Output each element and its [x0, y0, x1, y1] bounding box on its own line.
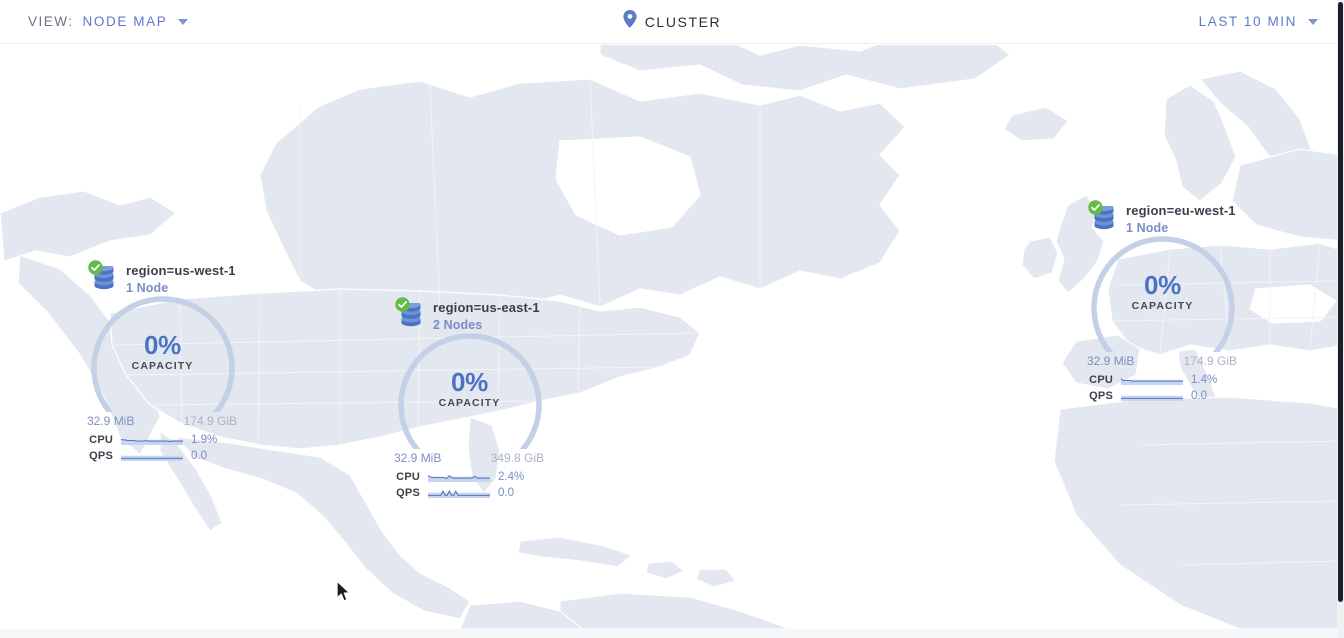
capacity-gauge-arc [90, 296, 235, 413]
metrics-list: CPU 2.4% QPS 0.0 [394, 469, 544, 501]
metric-value: 1.9% [191, 434, 218, 447]
metric-sparkline [121, 455, 183, 461]
node-status-badge [1088, 200, 1122, 234]
node-labels: region=eu-west-1 1 Node [1122, 200, 1236, 236]
metric-sparkline [428, 490, 490, 498]
node-region-label: region=us-east-1 [433, 300, 540, 315]
metric-row: CPU 1.4% [1087, 372, 1237, 388]
chevron-down-icon [1308, 19, 1318, 25]
node-labels: region=us-west-1 1 Node [122, 260, 236, 296]
metric-name: QPS [89, 450, 113, 463]
metric-row: QPS 0.0 [1087, 388, 1237, 404]
node-count-label: 1 Node [126, 281, 169, 295]
node-group-eu-west-1[interactable]: region=eu-west-1 1 Node 0% CAPACITY 32.9 MiB… [1087, 200, 1237, 404]
world-map[interactable]: region=us-west-1 1 Node 0% CAPACITY 32.9 MiB… [0, 45, 1344, 629]
node-header: region=us-west-1 1 Node [88, 260, 237, 296]
view-label: VIEW: [28, 14, 74, 29]
memory-used: 32.9 MiB [394, 451, 442, 466]
metric-name: QPS [1089, 390, 1113, 403]
metric-name: QPS [396, 487, 420, 500]
metric-value: 0.0 [498, 487, 514, 500]
node-labels: region=us-east-1 2 Nodes [429, 297, 540, 333]
node-region-label: region=eu-west-1 [1126, 203, 1236, 218]
metrics-list: CPU 1.9% QPS 0.0 [87, 432, 237, 464]
capacity-gauge: 0% CAPACITY [89, 294, 237, 413]
metric-sparkline [1121, 395, 1183, 401]
node-count-label: 1 Node [1126, 221, 1169, 235]
capacity-gauge-arc [1090, 236, 1235, 353]
time-range-dropdown[interactable]: LAST 10 MIN [1199, 14, 1318, 29]
node-group-us-east-1[interactable]: region=us-east-1 2 Nodes 0% CAPACITY 32.9 Mi… [394, 297, 544, 501]
memory-used: 32.9 MiB [1087, 354, 1135, 369]
time-range-group: LAST 10 MIN [1199, 14, 1318, 29]
metric-row: CPU 2.4% [394, 469, 544, 485]
metric-row: QPS 0.0 [87, 448, 237, 464]
chevron-down-icon [178, 19, 189, 25]
metric-value: 2.4% [498, 471, 525, 484]
metric-sparkline [1121, 377, 1183, 385]
node-count-label: 2 Nodes [433, 318, 483, 332]
metric-row: CPU 1.9% [87, 432, 237, 448]
memory-total: 349.8 GiB [490, 451, 544, 466]
node-group-us-west-1[interactable]: region=us-west-1 1 Node 0% CAPACITY 32.9 MiB… [87, 260, 237, 464]
metric-row: QPS 0.0 [394, 485, 544, 501]
metric-sparkline [428, 474, 490, 482]
memory-row: 32.9 MiB 349.8 GiB [394, 451, 544, 465]
time-range-value: LAST 10 MIN [1198, 14, 1297, 29]
view-dropdown-value: NODE MAP [82, 14, 168, 29]
view-dropdown[interactable]: NODE MAP [83, 14, 189, 29]
view-selector-group: VIEW: NODE MAP [28, 14, 189, 29]
metric-name: CPU [396, 471, 420, 484]
cluster-title: CLUSTER [644, 13, 722, 30]
metric-name: CPU [1089, 374, 1113, 387]
metric-sparkline [121, 438, 183, 445]
capacity-gauge-arc [397, 333, 542, 450]
memory-total: 174.9 GiB [1183, 354, 1237, 369]
location-pin-icon [623, 10, 637, 33]
metrics-list: CPU 1.4% QPS 0.0 [1087, 372, 1237, 404]
metric-value: 1.4% [1191, 374, 1218, 387]
check-circle-icon [88, 260, 103, 275]
metric-value: 0.0 [1191, 390, 1207, 403]
metric-value: 0.0 [191, 450, 207, 463]
capacity-gauge: 0% CAPACITY [396, 331, 544, 450]
node-status-badge [88, 260, 122, 294]
memory-row: 32.9 MiB 174.9 GiB [87, 414, 237, 428]
node-status-badge [395, 297, 429, 331]
memory-total: 174.9 GiB [183, 414, 237, 429]
check-circle-icon [395, 297, 410, 312]
top-toolbar: VIEW: NODE MAP CLUSTER LAST 10 MIN [0, 0, 1344, 44]
node-header: region=us-east-1 2 Nodes [395, 297, 544, 333]
node-header: region=eu-west-1 1 Node [1088, 200, 1237, 236]
page-scrollbar-thumb[interactable] [1338, 2, 1343, 602]
cluster-title-group: CLUSTER [0, 10, 1344, 33]
memory-row: 32.9 MiB 174.9 GiB [1087, 354, 1237, 368]
capacity-gauge: 0% CAPACITY [1089, 234, 1237, 353]
node-region-label: region=us-west-1 [126, 263, 236, 278]
page-scrollbar[interactable] [1337, 0, 1344, 638]
metric-name: CPU [89, 434, 113, 447]
footer-strip [0, 629, 1344, 638]
memory-used: 32.9 MiB [87, 414, 135, 429]
check-circle-icon [1088, 200, 1103, 215]
